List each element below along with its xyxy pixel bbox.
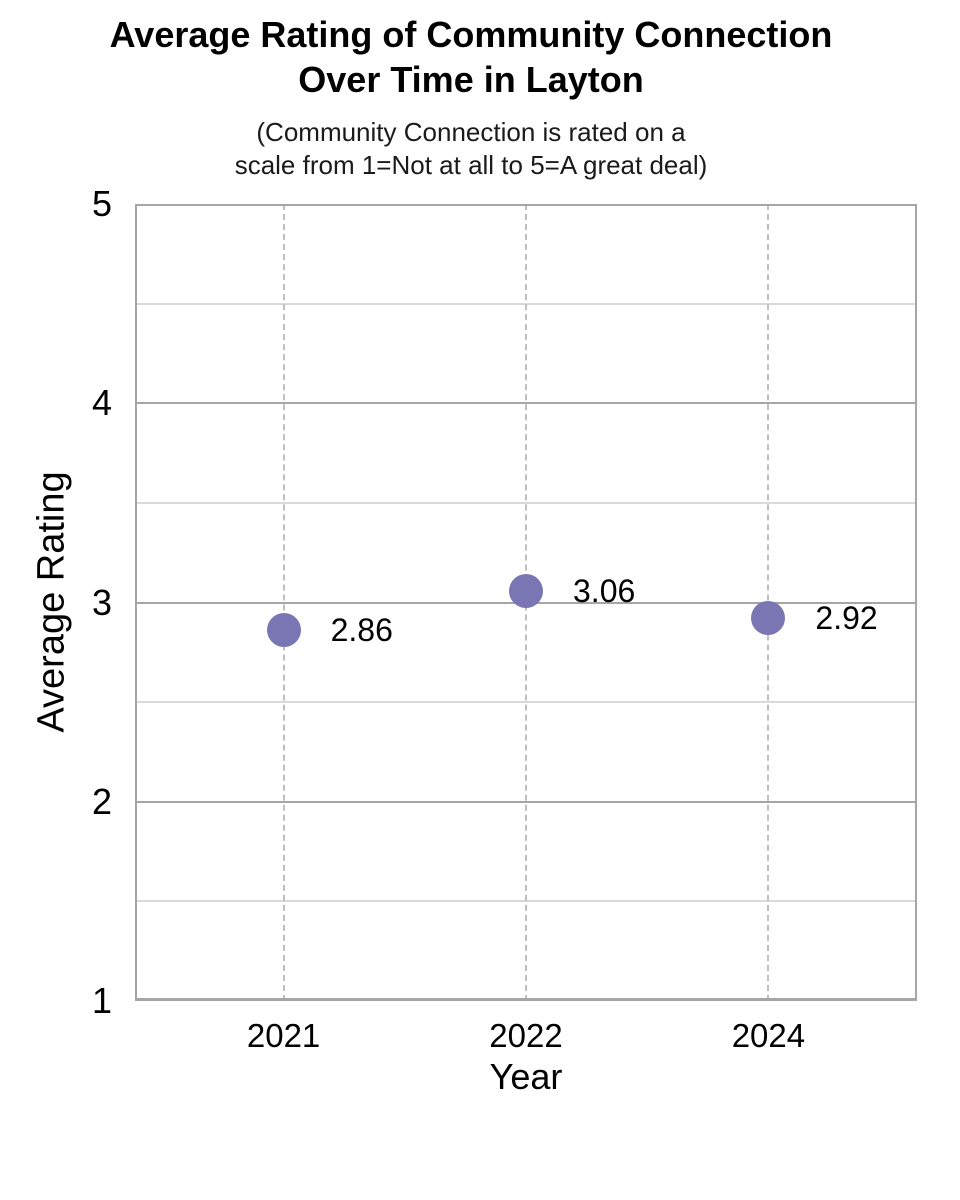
chart-title: Average Rating of Community Connection O… bbox=[0, 12, 942, 102]
data-point-marker bbox=[751, 601, 786, 636]
data-point-marker bbox=[266, 613, 301, 648]
y-tick-label: 1 bbox=[91, 980, 112, 1021]
chart-title-line1: Average Rating of Community Connection bbox=[109, 14, 833, 55]
y-tick-label: 5 bbox=[91, 183, 112, 224]
chart-subtitle-line1: (Community Connection is rated on a bbox=[256, 117, 686, 147]
y-tick-label: 2 bbox=[91, 780, 112, 822]
chart-subtitle: (Community Connection is rated on a scal… bbox=[0, 116, 942, 182]
data-point-label: 2.86 bbox=[330, 612, 393, 649]
y-tick-label: 4 bbox=[91, 382, 112, 424]
x-tick-label: 2021 bbox=[246, 1017, 321, 1054]
x-tick-label: 2024 bbox=[731, 1017, 806, 1054]
x-axis-title: Year bbox=[489, 1056, 563, 1097]
y-tick-label: 3 bbox=[91, 581, 112, 623]
x-tick-label: 2022 bbox=[489, 1017, 563, 1054]
chart-title-line2: Over Time in Layton bbox=[298, 59, 644, 100]
chart-subtitle-line2: scale from 1=Not at all to 5=A great dea… bbox=[234, 150, 708, 180]
x-gridline-dashed bbox=[282, 204, 285, 1001]
plot-area bbox=[135, 204, 917, 1001]
data-point-label: 3.06 bbox=[573, 572, 636, 609]
data-point-marker bbox=[509, 573, 543, 608]
data-point-label: 2.92 bbox=[815, 600, 878, 637]
